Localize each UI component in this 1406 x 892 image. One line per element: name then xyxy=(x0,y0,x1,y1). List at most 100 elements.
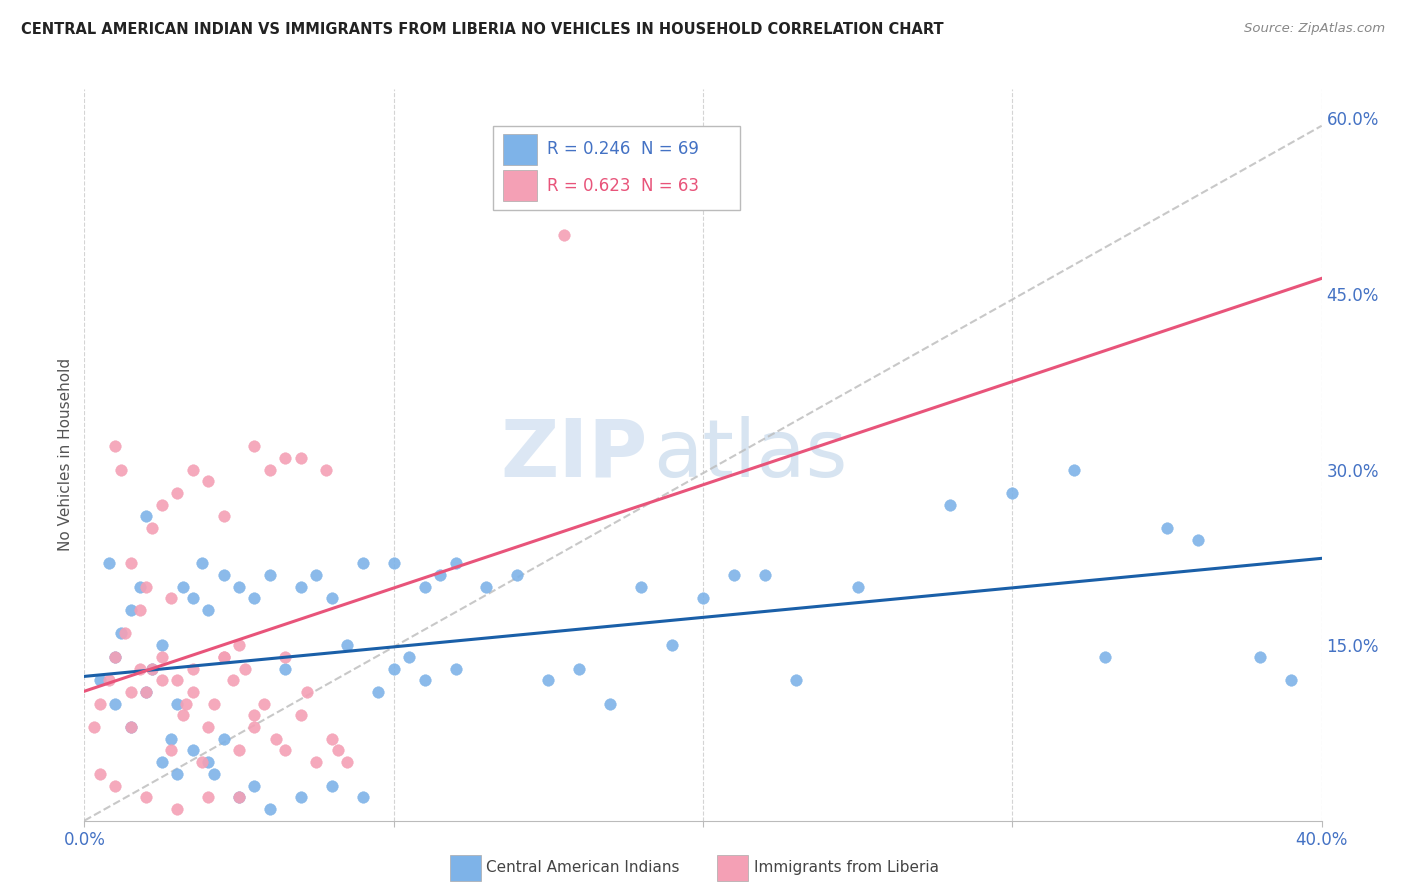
Point xyxy=(160,743,183,757)
Point xyxy=(228,743,250,757)
Point xyxy=(212,649,235,664)
Point xyxy=(212,731,235,746)
Point xyxy=(264,731,287,746)
Point xyxy=(89,673,111,688)
Point xyxy=(110,462,132,476)
Point xyxy=(398,649,420,664)
Point xyxy=(568,661,591,675)
Point xyxy=(197,790,219,805)
Point xyxy=(228,580,250,594)
Point xyxy=(150,673,173,688)
Text: Central American Indians: Central American Indians xyxy=(486,861,681,875)
Point xyxy=(110,626,132,640)
Point xyxy=(129,580,152,594)
Point xyxy=(326,743,349,757)
Point xyxy=(150,755,173,769)
Point xyxy=(202,697,225,711)
Point xyxy=(135,685,157,699)
Point xyxy=(150,638,173,652)
Point xyxy=(315,462,337,476)
Point xyxy=(89,697,111,711)
Point xyxy=(274,450,297,465)
FancyBboxPatch shape xyxy=(502,170,537,201)
Point xyxy=(692,591,714,606)
Point xyxy=(1249,649,1271,664)
Point xyxy=(661,638,683,652)
Text: Immigrants from Liberia: Immigrants from Liberia xyxy=(754,861,939,875)
Point xyxy=(141,661,163,675)
Point xyxy=(150,498,173,512)
Point xyxy=(1279,673,1302,688)
Point xyxy=(212,509,235,524)
Point xyxy=(305,567,328,582)
Text: R = 0.246: R = 0.246 xyxy=(547,140,630,158)
Point xyxy=(413,580,436,594)
Text: Source: ZipAtlas.com: Source: ZipAtlas.com xyxy=(1244,22,1385,36)
Point xyxy=(89,767,111,781)
Point xyxy=(243,720,266,734)
Point xyxy=(135,790,157,805)
Point xyxy=(243,708,266,723)
Point xyxy=(382,556,405,570)
Point xyxy=(212,567,235,582)
Point xyxy=(160,591,183,606)
Point xyxy=(754,567,776,582)
Point xyxy=(104,697,127,711)
Point xyxy=(141,661,163,675)
Point xyxy=(120,685,142,699)
Text: atlas: atlas xyxy=(654,416,848,494)
Point xyxy=(150,649,173,664)
Point xyxy=(321,779,343,793)
Point xyxy=(172,708,194,723)
Point xyxy=(104,649,127,664)
Text: N = 63: N = 63 xyxy=(641,177,699,194)
Point xyxy=(228,790,250,805)
Point xyxy=(181,685,204,699)
Point xyxy=(104,649,127,664)
Point xyxy=(259,802,281,816)
FancyBboxPatch shape xyxy=(492,126,740,210)
Point xyxy=(228,790,250,805)
Point xyxy=(98,673,121,688)
Point xyxy=(243,591,266,606)
Point xyxy=(553,228,575,243)
Point xyxy=(336,755,359,769)
Point xyxy=(120,720,142,734)
Point xyxy=(444,556,467,570)
Text: R = 0.623: R = 0.623 xyxy=(547,177,631,194)
Point xyxy=(723,567,745,582)
Point xyxy=(259,567,281,582)
Point xyxy=(135,685,157,699)
Point xyxy=(197,755,219,769)
Point xyxy=(135,509,157,524)
Text: ZIP: ZIP xyxy=(501,416,647,494)
Point xyxy=(222,673,245,688)
Point xyxy=(135,580,157,594)
Point xyxy=(1063,462,1085,476)
Point xyxy=(181,661,204,675)
Point xyxy=(129,661,152,675)
Text: N = 69: N = 69 xyxy=(641,140,699,158)
Point xyxy=(176,697,198,711)
Point xyxy=(166,767,188,781)
Text: CENTRAL AMERICAN INDIAN VS IMMIGRANTS FROM LIBERIA NO VEHICLES IN HOUSEHOLD CORR: CENTRAL AMERICAN INDIAN VS IMMIGRANTS FR… xyxy=(21,22,943,37)
Point xyxy=(104,779,127,793)
Point xyxy=(274,661,297,675)
Point xyxy=(253,697,276,711)
Point xyxy=(114,626,136,640)
Point xyxy=(506,567,529,582)
Point xyxy=(846,580,869,594)
Point xyxy=(630,580,652,594)
Point xyxy=(83,720,105,734)
Point xyxy=(274,743,297,757)
Point xyxy=(305,755,328,769)
Point xyxy=(129,603,152,617)
Point xyxy=(197,475,219,489)
Point xyxy=(1094,649,1116,664)
Point xyxy=(120,603,142,617)
Point xyxy=(352,790,374,805)
Point xyxy=(295,685,318,699)
Point xyxy=(475,580,498,594)
Point xyxy=(1156,521,1178,535)
Point xyxy=(104,439,127,453)
